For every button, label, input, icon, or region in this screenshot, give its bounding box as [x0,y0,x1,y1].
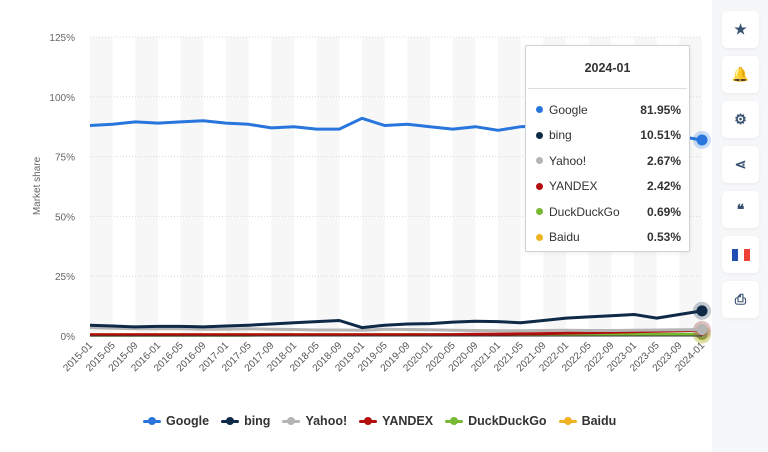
tooltip-row: Baidu 0.53% [526,225,689,251]
gear-icon: ⚙ [734,111,747,127]
gear-button[interactable]: ⚙ [722,101,759,138]
tooltip-row: DuckDuckGo 0.69% [526,199,689,225]
legend-item-duckduckgo[interactable]: DuckDuckGo [445,414,547,428]
french-flag-button[interactable] [722,236,759,273]
quote-icon: ❝ [736,201,745,217]
series-line-yandex [90,328,703,337]
tooltip-row: Yahoo! 2.67% [526,148,689,174]
series-dot-icon [536,208,543,216]
background-band [316,37,340,336]
legend-label: DuckDuckGo [468,414,547,428]
tooltip-series-name: Google [549,102,588,117]
y-tick-label: 75% [55,153,75,164]
background-band [135,37,158,336]
tooltip-series-name: bing [549,128,572,143]
legend-label: Google [166,414,210,428]
series-marker-bing [696,305,708,317]
y-tick-label: 25% [55,272,75,283]
series-marker-google [696,134,708,146]
background-band [180,37,204,336]
legend-item-bing[interactable]: bing [221,414,270,428]
background-band [498,37,521,336]
series-dot-icon [536,106,543,114]
chart-tooltip: 2024-01 Google 81.95% bing 10.51% Yahoo! 2.67… [525,45,690,252]
tooltip-series-name: DuckDuckGo [549,204,620,219]
legend-label: Yahoo! [305,414,348,428]
legend-marker-icon [221,417,240,425]
tooltip-row: Google 81.95% [526,97,689,123]
tooltip-series-value: 10.51% [640,128,681,143]
print-icon: ⎙ [734,291,747,307]
tooltip-series-value: 81.95% [640,102,681,117]
sidebar-toolbar: ★ 🔔 ⚙ ⋖ ❝ ⎙ [712,0,768,452]
chart-legend: Google bing Yahoo! YANDEX DuckDuckGo Baidu [143,414,616,428]
background-band [90,37,113,336]
star-icon: ★ [734,21,747,37]
tooltip-series-name: YANDEX [549,179,598,194]
french-flag-icon [731,248,750,261]
legend-label: Baidu [581,414,617,428]
y-tick-label: 50% [55,212,75,223]
legend-label: YANDEX [382,414,434,428]
legend-item-yandex[interactable]: YANDEX [359,414,433,428]
background-band [271,37,294,336]
series-line-bing [89,309,703,330]
legend-item-yahoo[interactable]: Yahoo! [282,414,347,428]
quote-button[interactable]: ❝ [722,191,759,228]
bell-icon: 🔔 [731,66,750,82]
legend-item-baidu[interactable]: Baidu [558,414,617,428]
legend-marker-icon [143,417,161,425]
series-dot-icon [536,157,543,165]
series-marker-yahoo [696,324,708,336]
y-axis-label: Market share [32,156,43,215]
legend-marker-icon [359,417,378,425]
share-button[interactable]: ⋖ [722,146,759,183]
print-button[interactable]: ⎙ [722,281,759,318]
y-tick-label: 0% [61,332,76,343]
background-band [452,37,476,336]
tooltip-series-value: 2.42% [646,179,681,194]
tooltip-series-value: 0.69% [646,204,681,219]
legend-marker-icon [445,417,464,425]
star-button[interactable]: ★ [722,11,759,48]
bell-button[interactable]: 🔔 [722,56,759,93]
legend-marker-icon [282,417,301,425]
legend-item-google[interactable]: Google [143,414,209,428]
legend-label: bing [244,414,271,428]
series-dot-icon [536,182,543,190]
tooltip-series-value: 0.53% [646,230,681,245]
tooltip-row: YANDEX 2.42% [526,174,689,200]
tooltip-row: bing 10.51% [526,123,689,149]
series-dot-icon [536,233,543,241]
tooltip-series-name: Baidu [549,230,580,245]
tooltip-title: 2024-01 [528,46,687,89]
background-band [226,37,249,336]
y-tick-label: 125% [49,33,75,44]
y-tick-label: 100% [49,93,75,104]
tooltip-series-value: 2.67% [646,153,681,168]
tooltip-series-name: Yahoo! [549,153,587,168]
share-icon: ⋖ [734,156,747,172]
legend-marker-icon [558,417,577,425]
series-line-yahoo [89,326,703,333]
line-chart: 0%25%50%75%100%125%Market share2015-0120… [32,33,711,374]
background-band [407,37,430,336]
series-dot-icon [536,131,543,139]
background-band [362,37,385,336]
